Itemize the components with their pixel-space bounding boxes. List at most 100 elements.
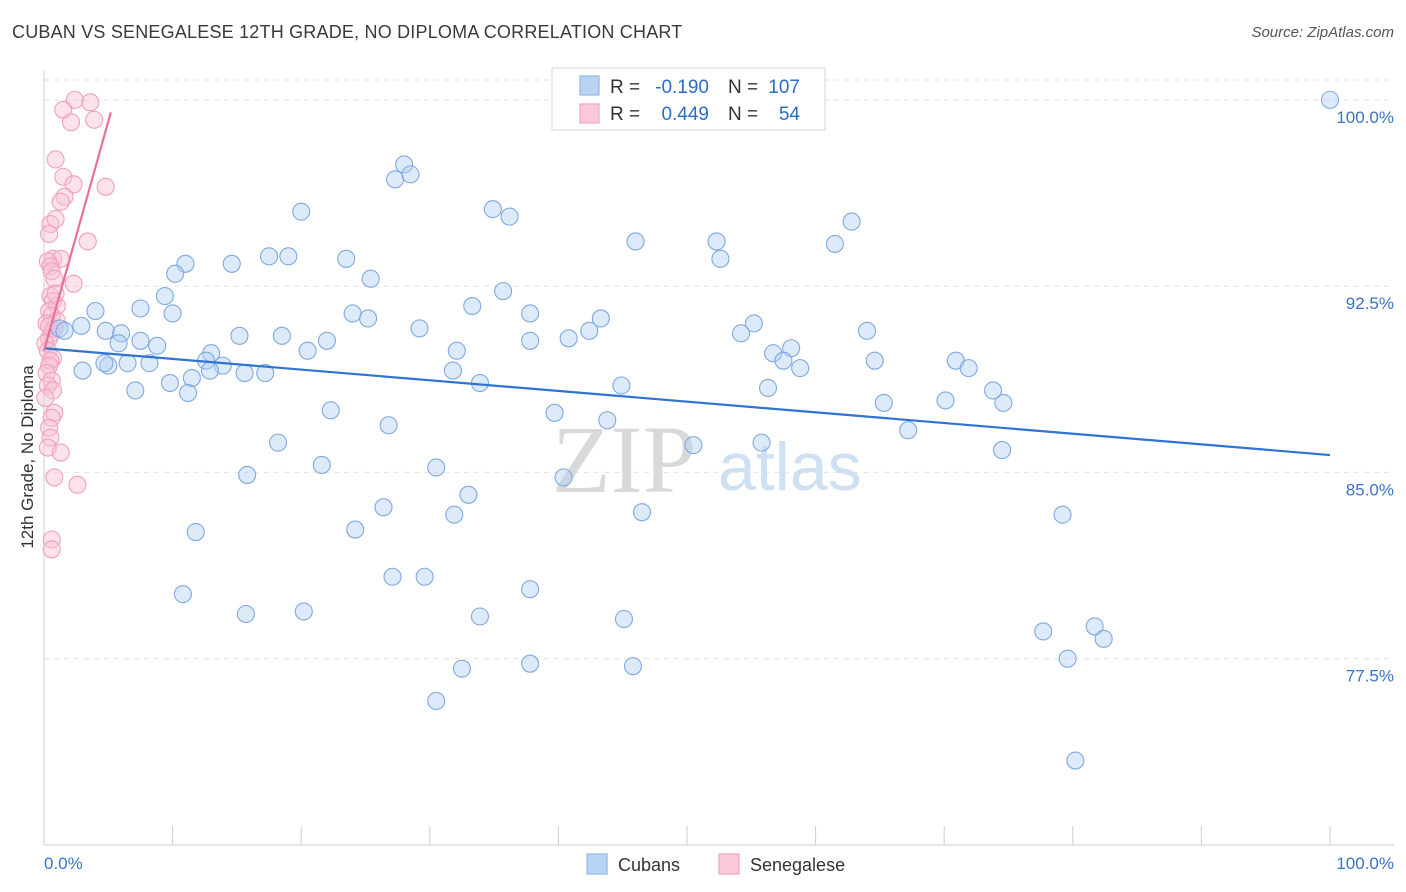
legend-n-value-2: 54 — [779, 104, 801, 125]
legend-n-label-1: N = — [728, 77, 758, 98]
cubans-point — [447, 341, 466, 360]
bottom-legend-senegalese: Senegalese — [750, 855, 845, 875]
cubans-point — [131, 299, 150, 318]
senegalese-point — [46, 150, 65, 169]
cubans-point — [118, 354, 137, 373]
legend-r-label-1: R = — [610, 77, 640, 98]
cubans-point — [346, 520, 365, 539]
senegalese-point — [40, 418, 59, 437]
cubans-point — [623, 657, 643, 676]
senegalese-point — [43, 381, 63, 400]
cubans-point — [445, 505, 464, 524]
senegalese-point — [96, 177, 115, 196]
cubans-points — [50, 90, 1340, 770]
cubans-point — [559, 329, 578, 348]
cubans-point — [55, 321, 74, 340]
cubans-point — [386, 170, 405, 189]
senegalese-point — [65, 90, 84, 109]
cubans-point — [73, 361, 92, 380]
legend-n-label-2: N = — [728, 104, 758, 125]
cubans-trend-line — [43, 347, 1331, 457]
legend-swatch-senegalese — [579, 103, 600, 124]
cubans-point — [131, 331, 150, 350]
cubans-point — [744, 314, 763, 333]
senegalese-point — [61, 113, 81, 132]
legend-n-value-1: 107 — [768, 77, 800, 98]
senegalese-points — [36, 90, 115, 559]
senegalese-point — [54, 167, 73, 186]
cubans-point — [1053, 505, 1072, 524]
cubans-point — [294, 602, 313, 621]
cubans-point — [126, 381, 145, 400]
bottom-legend-swatch-cubans — [586, 853, 608, 875]
cubans-point — [361, 269, 380, 288]
y-tick-labels: 77.5% 85.0% 92.5% 100.0% — [1336, 108, 1394, 686]
cubans-point — [86, 301, 105, 321]
cubans-point — [752, 433, 771, 452]
cubans-point — [494, 282, 513, 301]
cubans-point — [1066, 751, 1085, 770]
cubans-point — [711, 249, 730, 268]
cubans-point — [764, 344, 783, 363]
cubans-point — [959, 359, 978, 378]
cubans-point — [148, 336, 167, 355]
senegalese-point — [41, 215, 60, 234]
cubans-point — [684, 436, 703, 455]
cubans-point — [731, 324, 751, 343]
cubans-point — [774, 351, 793, 370]
cubans-point — [459, 485, 478, 504]
cubans-point — [222, 254, 241, 273]
cubans-point — [521, 304, 540, 323]
cubans-point — [545, 403, 564, 422]
cubans-point — [317, 331, 336, 350]
cubans-point — [936, 391, 955, 410]
cubans-point — [200, 361, 219, 380]
cubans-point — [1034, 622, 1053, 641]
cubans-point — [173, 585, 192, 604]
senegalese-point — [36, 388, 55, 407]
cubans-point — [521, 580, 540, 599]
cubans-point — [1094, 629, 1113, 648]
cubans-point — [109, 334, 128, 353]
cubans-point — [312, 455, 331, 475]
cubans-point — [994, 393, 1013, 412]
senegalese-point — [46, 210, 65, 229]
cubans-point — [256, 364, 275, 383]
y-tick-label: 85.0% — [1346, 480, 1394, 499]
cubans-point — [612, 376, 631, 395]
chart-title: CUBAN VS SENEGALESE 12TH GRADE, NO DIPLO… — [12, 22, 683, 42]
cubans-point — [72, 316, 91, 335]
cubans-point — [395, 155, 414, 174]
watermark-zip: ZIP — [552, 406, 696, 513]
cubans-point — [614, 609, 634, 629]
cubans-point — [483, 200, 502, 219]
legend-swatch-cubans — [579, 75, 600, 96]
x-tick-label-max: 100.0% — [1336, 854, 1394, 873]
cubans-point — [155, 287, 174, 306]
cubans-point — [140, 354, 159, 373]
cubans-point — [427, 691, 446, 710]
senegalese-point — [45, 269, 64, 288]
legend-r-value-1: -0.190 — [655, 77, 709, 98]
cubans-point — [427, 458, 446, 477]
cubans-point — [272, 326, 291, 345]
cubans-point — [791, 359, 810, 378]
senegalese-point — [45, 468, 64, 487]
cubans-point — [383, 567, 402, 586]
cubans-point — [95, 354, 114, 373]
cubans-point — [359, 309, 378, 328]
cubans-point — [236, 604, 255, 624]
legend: R = -0.190 N = 107 R = 0.449 N = 54 — [551, 67, 826, 131]
x-axis-ticks — [43, 826, 1331, 845]
senegalese-trend-line — [42, 111, 112, 352]
cubans-point — [269, 433, 288, 452]
cubans-point — [443, 361, 462, 380]
cubans-point — [186, 522, 205, 542]
cubans-point — [182, 369, 201, 388]
senegalese-point — [68, 475, 87, 494]
cubans-point — [410, 319, 429, 338]
cubans-point — [591, 309, 610, 328]
senegalese-point — [81, 93, 100, 112]
cubans-point — [178, 383, 198, 403]
